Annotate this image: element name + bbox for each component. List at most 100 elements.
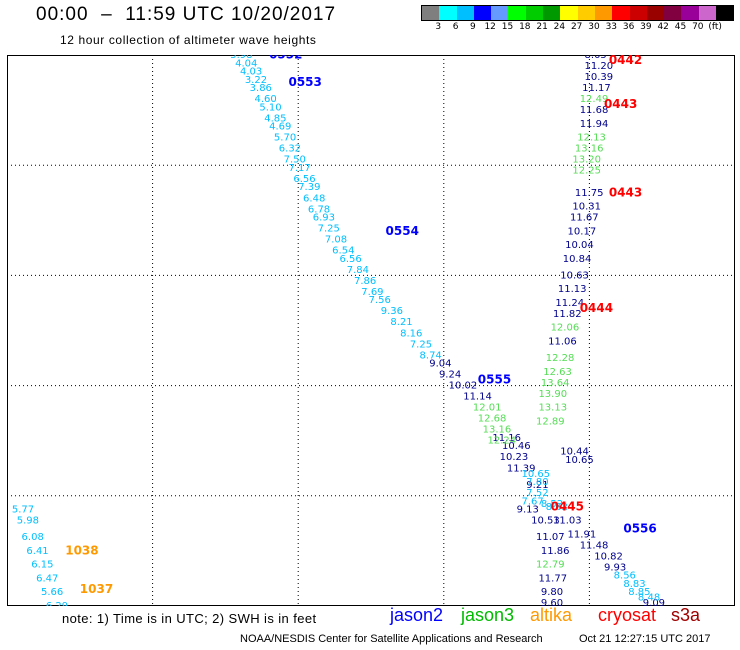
- swh-value: 11.75: [575, 188, 604, 199]
- x-tick-label: -45: [715, 605, 728, 606]
- swh-value: 11.24: [555, 298, 584, 309]
- swh-value: 6.29: [46, 601, 68, 606]
- color-scale-label: 3: [435, 22, 442, 32]
- swh-value: 10.39: [585, 72, 614, 83]
- swh-value: 13.13: [538, 403, 567, 414]
- swh-value: 10.46: [502, 441, 531, 452]
- swh-value: 8.85: [628, 587, 650, 598]
- swh-value: 11.13: [558, 284, 587, 295]
- swh-value: 12.63: [543, 367, 572, 378]
- wave-height-map: -60-57-54-51-48-45-40-42-44-46-48-505.98…: [7, 55, 735, 606]
- pass-time-label: 1038: [65, 543, 98, 557]
- pass-time-label: 0554: [386, 224, 419, 238]
- color-swatch: [716, 6, 734, 20]
- swh-value: 7.56: [369, 295, 391, 306]
- swh-value: 13.16: [575, 144, 604, 155]
- swh-value: 10.63: [560, 270, 589, 281]
- units-note: note: 1) Time is in UTC; 2) SWH is in fe…: [62, 611, 317, 626]
- color-scale-bar: [421, 5, 735, 21]
- map-frame: [7, 55, 735, 606]
- swh-value: 4.03: [240, 67, 262, 78]
- swh-value: 6.08: [22, 532, 44, 543]
- x-tick-label: -57: [146, 605, 159, 606]
- swh-value: 9.21: [526, 480, 548, 491]
- swh-value: 7.86: [354, 276, 376, 287]
- swh-value: 11.07: [536, 532, 565, 543]
- footer-timestamp: Oct 21 12:27:15 UTC 2017: [579, 633, 711, 645]
- swh-value: 10.82: [594, 551, 623, 562]
- page-subtitle: 12 hour collection of altimeter wave hei…: [60, 33, 317, 47]
- swh-value: 9.13: [517, 505, 539, 516]
- swh-value: 12.25: [572, 166, 601, 177]
- swh-value: 8.83: [623, 579, 645, 590]
- swh-value: 6.47: [36, 573, 58, 584]
- pass-time-label: 0444: [580, 301, 613, 315]
- swh-value: 9.24: [439, 370, 461, 381]
- swh-value: 11.86: [541, 546, 570, 557]
- swh-value: 11.82: [553, 309, 582, 320]
- swh-value: 6.48: [303, 193, 325, 204]
- swh-value: 5.70: [274, 133, 296, 144]
- color-scale-label: 39: [640, 22, 652, 32]
- color-swatch: [698, 6, 717, 20]
- color-scale-label: 24: [553, 22, 566, 32]
- swh-value: 6.78: [308, 204, 330, 215]
- swh-value: 7.69: [361, 287, 383, 298]
- color-scale-label: 27: [570, 22, 583, 32]
- swh-value: 8.05: [585, 55, 607, 61]
- color-swatch: [560, 6, 578, 20]
- pass-time-label: 0443: [609, 185, 642, 199]
- swh-value: 11.17: [582, 83, 611, 94]
- swh-value: 10.23: [500, 452, 529, 463]
- swh-value: 6.15: [31, 560, 53, 571]
- color-swatch: [473, 6, 492, 20]
- swh-value: 11.20: [585, 61, 614, 72]
- swh-value: 11.06: [548, 337, 577, 348]
- swh-value: 10.44: [560, 447, 589, 458]
- color-swatch: [508, 6, 526, 20]
- swh-value: 13.20: [572, 155, 601, 166]
- swh-value: 5.77: [12, 505, 34, 516]
- color-scale-label: 21: [536, 22, 548, 32]
- swh-value: 4.04: [235, 58, 257, 69]
- swh-value: 8.74: [420, 350, 442, 361]
- swh-value: 12.79: [536, 560, 565, 571]
- swh-value: 12.01: [473, 403, 502, 414]
- swh-value: 3.86: [250, 83, 272, 94]
- color-swatch: [646, 6, 665, 20]
- swh-value: 13.64: [541, 378, 570, 389]
- swh-value: 10.04: [565, 240, 594, 251]
- map-canvas: -60-57-54-51-48-45-40-42-44-46-48-505.98…: [7, 55, 735, 606]
- swh-value: 7.25: [318, 224, 340, 235]
- swh-value: 12.06: [551, 323, 580, 334]
- color-swatch: [664, 6, 682, 20]
- swh-value: 10.65: [521, 469, 550, 480]
- color-swatch: [525, 6, 544, 20]
- color-scale-label: 9: [470, 22, 476, 32]
- swh-value: 11.68: [580, 105, 609, 116]
- color-scale-label: 6: [452, 22, 459, 32]
- x-tick-label: -48: [582, 605, 595, 606]
- swh-value: 12.13: [577, 133, 606, 144]
- color-scale-label: 45: [674, 22, 687, 32]
- swh-value: 11.91: [568, 529, 597, 540]
- swh-value: 7.39: [298, 182, 320, 193]
- x-tick-label: -51: [437, 605, 450, 606]
- swh-value: 9.09: [643, 598, 665, 606]
- color-swatch: [629, 6, 647, 20]
- swh-value: 8.56: [614, 571, 636, 582]
- swh-value: 11.03: [553, 516, 582, 527]
- swh-value: 9.80: [541, 587, 563, 598]
- swh-value: 10.17: [568, 226, 597, 237]
- pass-time-label: 0445: [551, 499, 584, 513]
- footer-credit: NOAA/NESDIS Center for Satellite Applica…: [240, 633, 543, 645]
- swh-value: 12.89: [536, 416, 565, 427]
- pass-time-label: 1037: [80, 582, 113, 596]
- swh-value: 9.36: [381, 306, 403, 317]
- color-swatch: [543, 6, 561, 20]
- swh-value: 6.56: [293, 174, 315, 185]
- color-scale-label: 18: [519, 22, 531, 32]
- swh-value: 12.28: [546, 353, 575, 364]
- x-tick-label: -54: [291, 605, 304, 606]
- x-tick-label: -60: [7, 605, 13, 606]
